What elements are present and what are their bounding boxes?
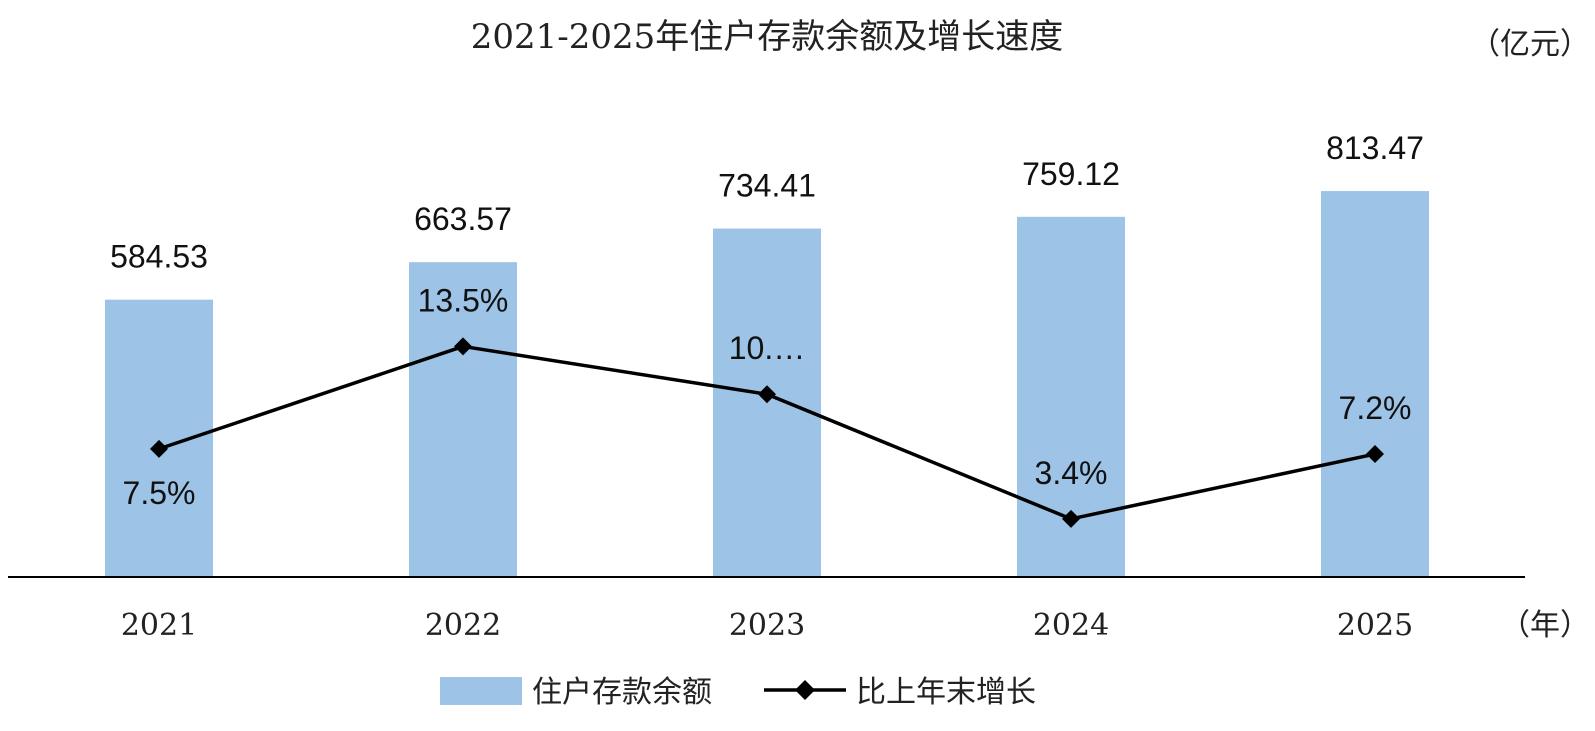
legend-line-marker	[795, 680, 815, 700]
bar-value-label-2023: 734.41	[718, 168, 816, 204]
growth-value-labels: 7.5% 13.5% 10.… 3.4% 7.2%	[123, 282, 1412, 510]
bar-2021	[105, 299, 213, 577]
legend-line-label: 比上年末增长	[856, 676, 1036, 709]
bar-value-labels: 584.53 663.57 734.41 759.12 813.47	[110, 130, 1424, 275]
growth-value-label-2021: 7.5%	[123, 475, 196, 511]
x-axis-tick-labels: 2021 2022 2023 2024 2025	[121, 608, 1413, 643]
bar-value-label-2021: 584.53	[110, 239, 208, 275]
growth-value-label-2022: 13.5%	[418, 282, 509, 318]
x-tick-label-2024: 2024	[1033, 608, 1109, 643]
growth-markers	[150, 337, 1384, 528]
legend: 住户存款余额 比上年末增长	[440, 676, 1036, 709]
legend-bar-swatch	[440, 677, 522, 705]
bar-2025	[1321, 191, 1429, 577]
bar-value-label-2024: 759.12	[1022, 156, 1120, 192]
growth-marker-2023	[758, 385, 776, 404]
chart-title: 2021-2025年住户存款余额及增长速度	[471, 17, 1064, 57]
growth-marker-2021	[150, 439, 168, 458]
growth-value-label-2025: 7.2%	[1339, 390, 1412, 426]
bar-value-label-2025: 813.47	[1326, 130, 1424, 166]
x-tick-label-2021: 2021	[121, 608, 197, 643]
growth-marker-2025	[1366, 445, 1384, 464]
growth-value-label-2024: 3.4%	[1035, 455, 1108, 491]
x-axis-unit-label: （年）	[1500, 608, 1590, 643]
x-tick-label-2022: 2022	[425, 608, 501, 643]
growth-value-label-2023: 10.…	[729, 330, 805, 366]
bar-value-label-2022: 663.57	[414, 201, 512, 237]
y-axis-unit-label: （亿元）	[1470, 27, 1590, 62]
bar-series	[105, 191, 1429, 578]
bar-2022	[409, 262, 517, 577]
x-tick-label-2025: 2025	[1337, 608, 1413, 643]
legend-bar-label: 住户存款余额	[532, 676, 712, 709]
growth-marker-2022	[454, 337, 472, 356]
growth-marker-2024	[1062, 509, 1080, 528]
x-tick-label-2023: 2023	[729, 608, 805, 643]
